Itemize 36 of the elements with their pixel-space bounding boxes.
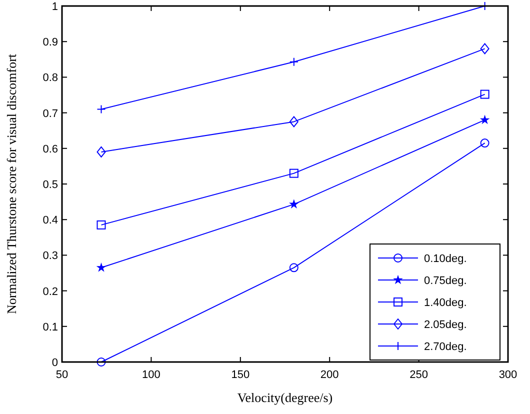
x-tick-label: 150: [231, 369, 250, 381]
point: [96, 220, 106, 230]
y-axis-title: Normalized Thurstone score for visual discomfort: [4, 54, 19, 314]
y-tick-label: 0.2: [42, 286, 58, 298]
y-tick-label: 0.1: [42, 321, 58, 334]
point: [289, 168, 298, 178]
point: [96, 358, 106, 366]
y-tick-label: 0.9: [42, 36, 58, 49]
y-tick-label: 0.5: [42, 179, 58, 191]
point: [480, 90, 490, 99]
y-tick-label: 0.3: [42, 250, 58, 262]
y-tick-label: 0.4: [42, 214, 58, 227]
legend-label: 0.75deg.: [424, 275, 467, 287]
legend-label: 0.10deg.: [424, 253, 467, 265]
x-tick-label: 300: [498, 369, 518, 381]
y-tick-label: 0.7: [42, 108, 58, 120]
point: [480, 138, 490, 148]
x-tick-label: 100: [142, 369, 160, 381]
x-tick-label: 200: [320, 369, 339, 381]
point: [96, 262, 106, 272]
y-tick-label: 0: [52, 357, 58, 369]
x-tick-label: 250: [410, 369, 428, 381]
x-axis-title: Velocity(degree/s): [237, 390, 333, 405]
legend-label: 2.70deg.: [424, 341, 467, 353]
point: [96, 146, 106, 158]
x-tick-label: 50: [56, 369, 68, 381]
y-tick-label: 0.8: [42, 72, 58, 84]
legend-label: 2.05deg.: [424, 319, 467, 331]
y-tick-label: 0.6: [42, 143, 58, 156]
point: [289, 199, 299, 208]
point: [480, 114, 490, 124]
point: [289, 263, 298, 272]
y-tick-label: 1: [52, 1, 58, 13]
point: [289, 116, 298, 128]
legend-label: 1.40deg.: [424, 297, 467, 309]
point: [480, 43, 490, 54]
